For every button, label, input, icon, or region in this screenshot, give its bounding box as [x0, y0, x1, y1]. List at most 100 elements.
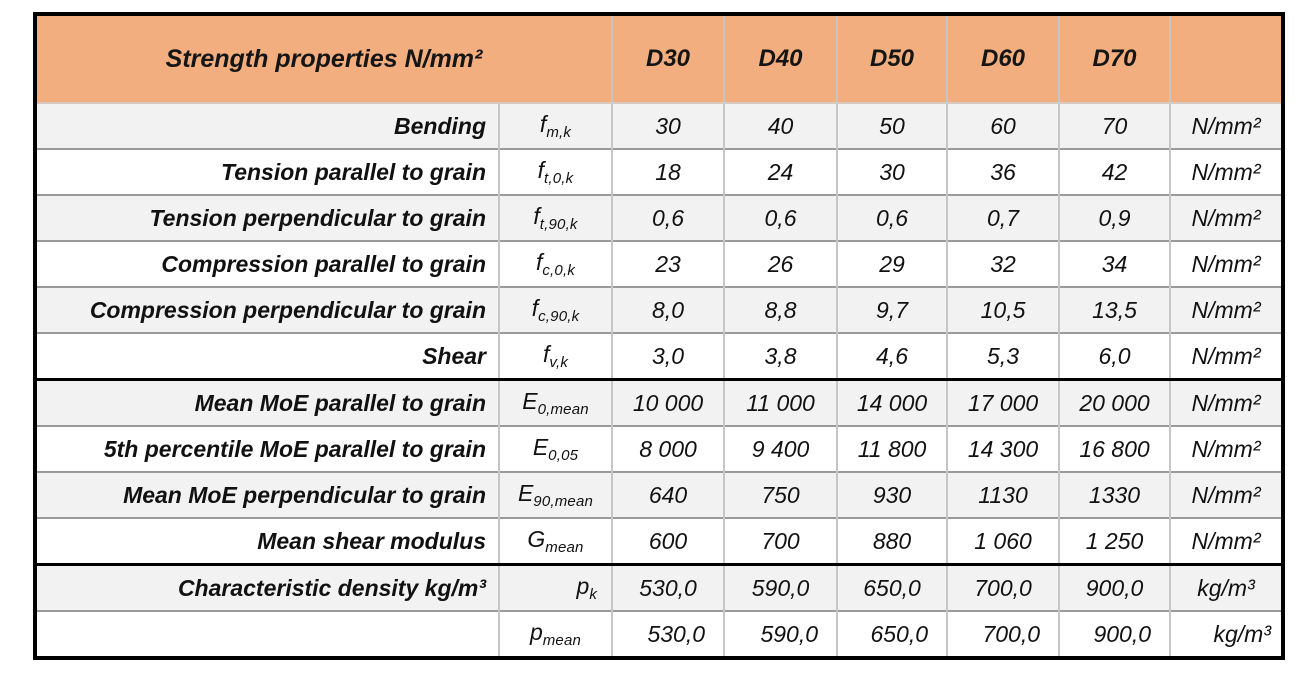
unit-cell: N/mm²	[1169, 425, 1283, 472]
unit-cell: N/mm²	[1169, 102, 1283, 149]
property-label	[35, 610, 499, 658]
table-row: Mean MoE perpendicular to grain E90,mean 6…	[35, 471, 1283, 518]
value-cell: 3,0	[611, 332, 725, 380]
property-label: Bending	[35, 102, 499, 149]
value-cell: 42	[1058, 148, 1171, 195]
table-row: Mean MoE parallel to grain E0,mean 10 000 1…	[35, 378, 1283, 426]
value-cell: 590,0	[723, 563, 838, 611]
unit-cell: N/mm²	[1169, 286, 1283, 333]
value-cell: 40	[723, 102, 838, 149]
value-cell: 4,6	[836, 332, 948, 380]
value-cell: 880	[836, 517, 948, 565]
property-symbol: fm,k	[497, 102, 613, 149]
table-row: Compression perpendicular to grain fc,90,…	[35, 286, 1283, 333]
value-cell: 5,3	[946, 332, 1060, 380]
property-label: Tension parallel to grain	[35, 148, 499, 195]
value-cell: 8,0	[611, 286, 725, 333]
value-cell: 14 000	[836, 378, 948, 426]
value-cell: 24	[723, 148, 838, 195]
value-cell: 36	[946, 148, 1060, 195]
table-row: pmean 530,0 590,0 650,0 700,0 900,0 kg/m³	[35, 610, 1283, 658]
unit-cell: N/mm²	[1169, 378, 1283, 426]
property-symbol: E0,mean	[497, 378, 613, 426]
table-row: Shear fv,k 3,0 3,8 4,6 5,3 6,0 N/mm²	[35, 332, 1283, 380]
unit-cell: N/mm²	[1169, 148, 1283, 195]
table-row: Compression parallel to grain fc,0,k 23 26 2…	[35, 240, 1283, 287]
value-cell: 700,0	[946, 563, 1060, 611]
unit-cell: N/mm²	[1169, 332, 1283, 380]
column-header-d50: D50	[836, 14, 948, 104]
value-cell: 16 800	[1058, 425, 1171, 472]
property-symbol: Gmean	[497, 517, 613, 565]
value-cell: 50	[836, 102, 948, 149]
value-cell: 0,6	[836, 194, 948, 241]
value-cell: 700	[723, 517, 838, 565]
property-label: Mean shear modulus	[35, 517, 499, 565]
value-cell: 750	[723, 471, 838, 518]
value-cell: 26	[723, 240, 838, 287]
value-cell: 900,0	[1058, 563, 1171, 611]
value-cell: 9 400	[723, 425, 838, 472]
table-row: Tension parallel to grain ft,0,k 18 24 30 36 4…	[35, 148, 1283, 195]
column-header-d30: D30	[611, 14, 725, 104]
property-symbol: fc,90,k	[497, 286, 613, 333]
unit-cell: N/mm²	[1169, 517, 1283, 565]
value-cell: 30	[611, 102, 725, 149]
value-cell: 8 000	[611, 425, 725, 472]
unit-cell: N/mm²	[1169, 471, 1283, 518]
value-cell: 18	[611, 148, 725, 195]
column-header-d70: D70	[1058, 14, 1171, 104]
unit-cell: N/mm²	[1169, 240, 1283, 287]
property-label: Mean MoE perpendicular to grain	[35, 471, 499, 518]
value-cell: 650,0	[836, 563, 948, 611]
value-cell: 930	[836, 471, 948, 518]
value-cell: 1330	[1058, 471, 1171, 518]
property-symbol: E0,05	[497, 425, 613, 472]
value-cell: 530,0	[611, 610, 725, 658]
property-symbol: fc,0,k	[497, 240, 613, 287]
property-label: Compression perpendicular to grain	[35, 286, 499, 333]
column-header-d40: D40	[723, 14, 838, 104]
value-cell: 1 060	[946, 517, 1060, 565]
unit-cell: kg/m³	[1169, 610, 1283, 658]
value-cell: 32	[946, 240, 1060, 287]
table-title: Strength properties N/mm²	[35, 14, 613, 104]
value-cell: 650,0	[836, 610, 948, 658]
value-cell: 14 300	[946, 425, 1060, 472]
value-cell: 11 000	[723, 378, 838, 426]
strength-properties-table: Strength properties N/mm² D30 D40 D50 D60 D7…	[33, 12, 1285, 660]
value-cell: 0,6	[611, 194, 725, 241]
value-cell: 30	[836, 148, 948, 195]
value-cell: 9,7	[836, 286, 948, 333]
column-header-unit	[1169, 14, 1283, 104]
property-label: Characteristic density kg/m³	[35, 563, 499, 611]
value-cell: 600	[611, 517, 725, 565]
value-cell: 10,5	[946, 286, 1060, 333]
value-cell: 29	[836, 240, 948, 287]
value-cell: 10 000	[611, 378, 725, 426]
column-header-d60: D60	[946, 14, 1060, 104]
table-row: Mean shear modulus Gmean 600 700 880 1 060 1 2…	[35, 517, 1283, 565]
property-symbol: pmean	[497, 610, 613, 658]
value-cell: 3,8	[723, 332, 838, 380]
property-label: 5th percentile MoE parallel to grain	[35, 425, 499, 472]
table-row: 5th percentile MoE parallel to grain E0,0…	[35, 425, 1283, 472]
value-cell: 60	[946, 102, 1060, 149]
strength-properties-table-wrap: Strength properties N/mm² D30 D40 D50 D60 D7…	[33, 12, 1285, 660]
value-cell: 530,0	[611, 563, 725, 611]
value-cell: 1130	[946, 471, 1060, 518]
property-symbol: fv,k	[497, 332, 613, 380]
property-label: Compression parallel to grain	[35, 240, 499, 287]
value-cell: 590,0	[723, 610, 838, 658]
value-cell: 13,5	[1058, 286, 1171, 333]
table-row: Tension perpendicular to grain ft,90,k 0,6…	[35, 194, 1283, 241]
value-cell: 0,7	[946, 194, 1060, 241]
property-symbol: E90,mean	[497, 471, 613, 518]
value-cell: 17 000	[946, 378, 1060, 426]
property-symbol: ft,90,k	[497, 194, 613, 241]
value-cell: 0,6	[723, 194, 838, 241]
value-cell: 20 000	[1058, 378, 1171, 426]
value-cell: 8,8	[723, 286, 838, 333]
table-row: Characteristic density kg/m³ pk 530,0 590,0…	[35, 563, 1283, 611]
property-label: Mean MoE parallel to grain	[35, 378, 499, 426]
